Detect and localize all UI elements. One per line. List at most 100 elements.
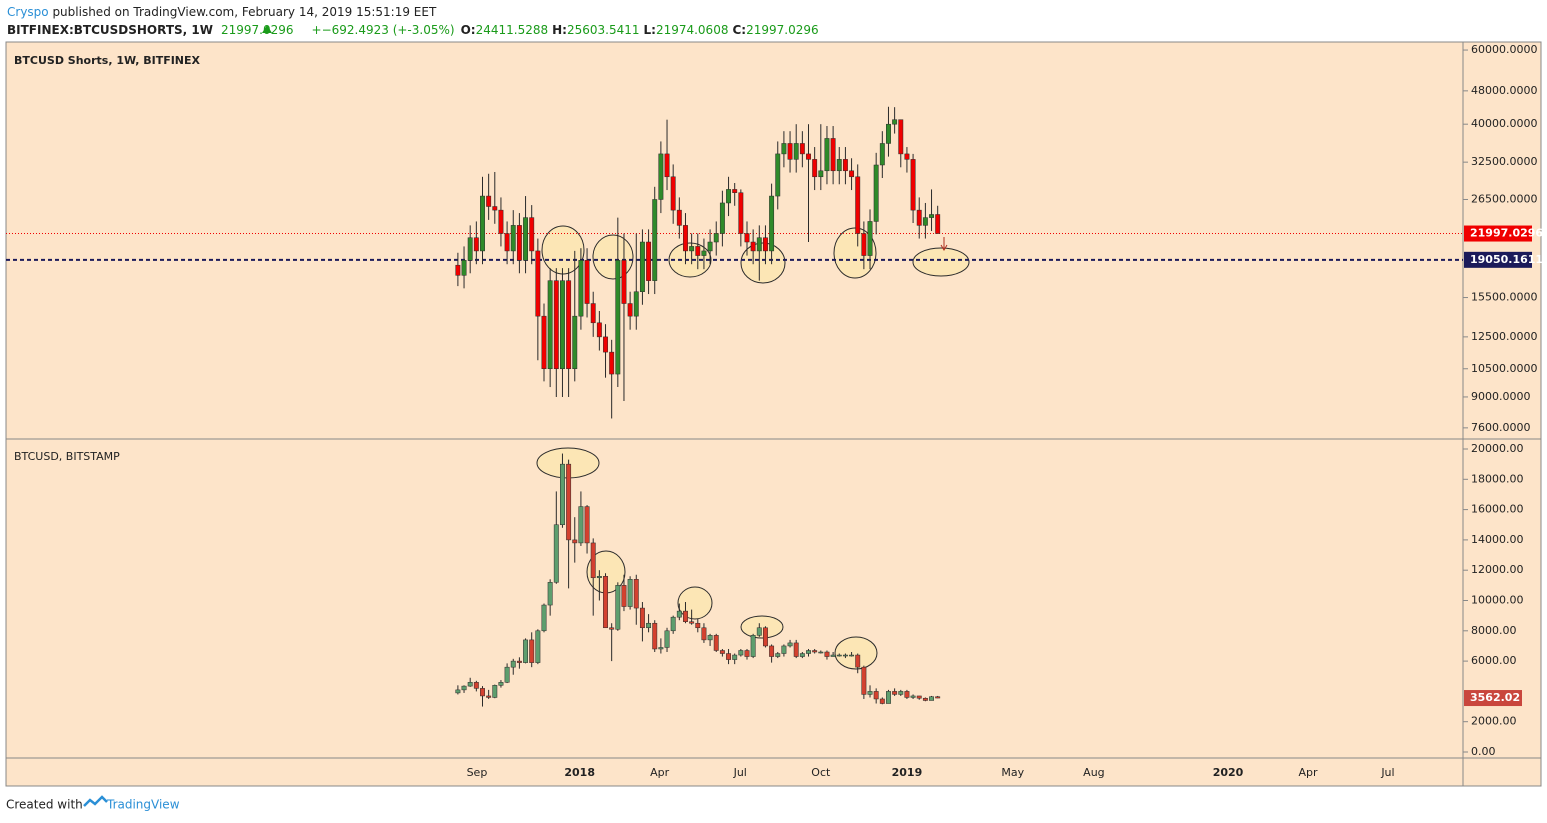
candle-body xyxy=(492,206,498,211)
candle-body xyxy=(455,264,461,276)
y-tick-label: 6000.00 xyxy=(1471,654,1517,667)
candle-body xyxy=(639,241,645,292)
candle-body xyxy=(480,688,485,697)
ellipse xyxy=(592,234,634,280)
y-tick-label: 0.00 xyxy=(1471,745,1496,758)
price-label: 3562.02 xyxy=(1470,691,1520,704)
ohlc-label: O: xyxy=(461,23,476,37)
candle-body xyxy=(922,217,928,226)
candle-body xyxy=(806,153,811,160)
y-tick-label: 20000.00 xyxy=(1471,442,1524,455)
ohlc-value: 21974.0608 xyxy=(656,23,729,37)
candle-body xyxy=(935,696,941,699)
candle-body xyxy=(535,630,541,663)
x-tick-label: May xyxy=(1001,766,1024,779)
y-tick-label: 10000.00 xyxy=(1471,593,1524,606)
candle-body xyxy=(738,650,744,656)
candle-body xyxy=(676,610,682,618)
candle-body xyxy=(756,627,762,636)
ellipse xyxy=(834,636,878,670)
x-tick-label: Jul xyxy=(1380,766,1394,779)
candle-body xyxy=(713,635,719,651)
price-label-box xyxy=(1464,225,1532,242)
author[interactable]: Cryspo xyxy=(7,5,49,19)
candle-body xyxy=(584,506,590,544)
ohlc-value: 21997.0296 xyxy=(746,23,819,37)
y-tick-label: 9000.0000 xyxy=(1471,390,1531,403)
y-tick-label: 7600.0000 xyxy=(1471,421,1531,434)
candle-body xyxy=(455,689,461,694)
candle-body xyxy=(781,645,787,654)
candle-body xyxy=(916,695,922,699)
candle-body xyxy=(824,138,830,172)
candle-body xyxy=(732,189,738,193)
candle-body xyxy=(639,607,645,629)
candle-body xyxy=(775,153,781,197)
symbol: BITFINEX:BTCUSDSHORTS, 1W xyxy=(7,23,213,37)
y-tick-label: 16000.00 xyxy=(1471,503,1524,516)
candle-body xyxy=(633,291,639,317)
footer-brand[interactable]: TradingView xyxy=(106,798,180,812)
price-label-box xyxy=(1464,251,1532,268)
candle-body xyxy=(929,214,934,218)
price-label: 21997.0296 xyxy=(1470,227,1543,240)
y-tick-label: 8000.00 xyxy=(1471,624,1517,637)
candle-body xyxy=(726,189,731,204)
candle-body xyxy=(646,241,652,281)
candle-body xyxy=(898,119,904,155)
candle-body xyxy=(861,233,867,256)
candle-body xyxy=(867,691,873,695)
candle-body xyxy=(762,627,768,647)
candle-body xyxy=(806,650,811,654)
candle-body xyxy=(498,682,504,686)
candle-body xyxy=(683,610,688,622)
candle-body xyxy=(529,217,535,252)
candle-body xyxy=(486,195,492,207)
pane-title: BTCUSD, BITSTAMP xyxy=(14,450,120,463)
x-tick-label: Apr xyxy=(650,766,670,779)
candle-body xyxy=(738,192,744,234)
ellipse xyxy=(740,615,784,639)
y-tick-label: 26500.0000 xyxy=(1471,192,1537,205)
candle-body xyxy=(578,506,584,544)
candle-body xyxy=(670,176,676,211)
candle-body xyxy=(664,630,670,648)
candle-body xyxy=(793,642,799,657)
candle-body xyxy=(916,209,922,226)
x-tick-label: 2019 xyxy=(892,766,923,779)
candle-body xyxy=(812,650,818,653)
price-label: 19050.1611 xyxy=(1470,253,1543,266)
candle-body xyxy=(553,280,559,370)
symbol-line: BITFINEX:BTCUSDSHORTS, 1W 21997.0296 +−692… xyxy=(7,23,819,37)
candle-body xyxy=(836,654,842,657)
price-label-box xyxy=(1464,690,1522,707)
annotations xyxy=(536,225,970,670)
candle-body xyxy=(892,691,898,695)
candle-body xyxy=(769,195,775,252)
candle-body xyxy=(566,280,572,370)
y-tick-label: 2000.00 xyxy=(1471,715,1517,728)
chart-background xyxy=(5,41,1542,787)
candle-body xyxy=(461,685,467,691)
candle-body xyxy=(621,585,627,607)
candle-body xyxy=(670,616,676,632)
candle-body xyxy=(523,639,529,663)
candle-body xyxy=(683,225,688,252)
candle-body xyxy=(578,260,584,317)
candle-body xyxy=(510,660,516,668)
candle-body xyxy=(473,682,479,689)
candle-body xyxy=(627,579,633,607)
candle-body xyxy=(627,303,633,317)
candle-body xyxy=(664,153,670,178)
candle-body xyxy=(867,221,873,256)
change: +−692.4923 (+-3.05%) xyxy=(312,23,455,37)
candle-body xyxy=(799,653,805,657)
candle-body xyxy=(615,260,621,375)
candle-body xyxy=(461,260,467,276)
x-tick-label: Jul xyxy=(733,766,747,779)
y-tick-label: 12000.00 xyxy=(1471,563,1524,576)
candle-body xyxy=(633,579,639,609)
candle-body xyxy=(695,246,701,256)
candle-body xyxy=(689,246,695,252)
candle-body xyxy=(560,463,565,525)
